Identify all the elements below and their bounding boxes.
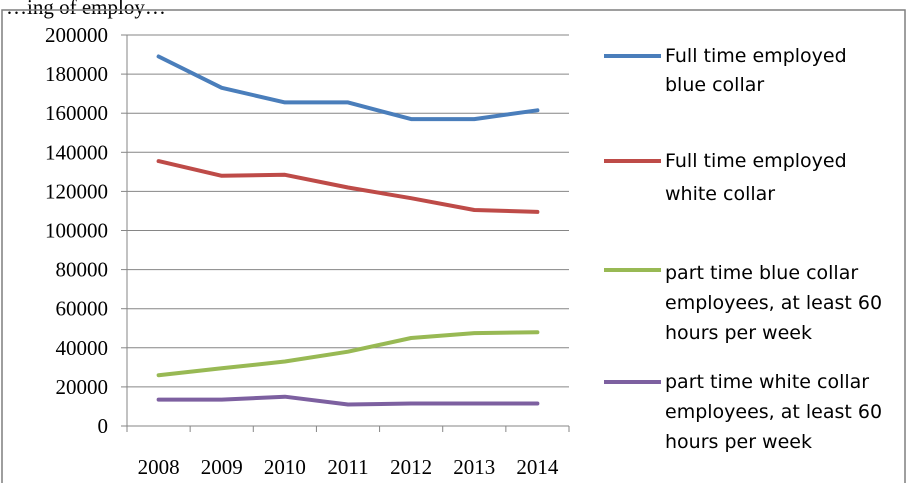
legend-label-2: white collar [665, 183, 775, 205]
legend-label-4: employees, at least 60 [665, 401, 882, 423]
legend-label-2: Full time employed [665, 150, 847, 172]
legend-label-3: hours per week [665, 322, 812, 344]
y-tick-label: 140000 [45, 140, 108, 164]
y-tick-label: 20000 [56, 375, 109, 399]
y-tick-label: 80000 [56, 258, 109, 282]
series-line-4 [159, 397, 538, 405]
legend-label-3: employees, at least 60 [665, 292, 882, 314]
legend-label-1: blue collar [665, 74, 764, 96]
series-line-1 [159, 57, 538, 120]
legend-label-4: hours per week [665, 431, 812, 453]
x-tick-label: 2009 [201, 455, 243, 479]
x-tick-label: 2010 [264, 455, 306, 479]
legend-label-1: Full time employed [665, 45, 847, 67]
y-tick-label: 160000 [45, 101, 108, 125]
x-tick-label: 2014 [516, 455, 559, 479]
x-tick-label: 2011 [327, 455, 368, 479]
series-line-3 [159, 332, 538, 375]
y-tick-label: 40000 [56, 336, 109, 360]
y-tick-label: 100000 [45, 219, 108, 243]
x-tick-label: 2012 [390, 455, 432, 479]
y-tick-label: 180000 [45, 62, 108, 86]
y-tick-label: 120000 [45, 179, 108, 203]
x-tick-label: 2013 [453, 455, 495, 479]
y-tick-label: 0 [98, 414, 109, 438]
y-tick-label: 200000 [45, 23, 108, 47]
legend-label-4: part time white collar [665, 371, 869, 393]
x-axis-tick-labels: 2008 2009 2010 2011 2012 2013 2014 [138, 455, 559, 479]
legend-label-3: part time blue collar [665, 262, 858, 284]
series-line-2 [159, 161, 538, 212]
plot-area: 0 20000 40000 60000 80000 100000 120000 140000 1… [45, 23, 569, 479]
x-tick-label: 2008 [138, 455, 180, 479]
y-axis-tick-labels: 0 20000 40000 60000 80000 100000 120000 140000 1… [45, 23, 108, 438]
legend: Full time employed blue collar Full time e… [604, 45, 882, 453]
y-tick-label: 60000 [56, 297, 109, 321]
